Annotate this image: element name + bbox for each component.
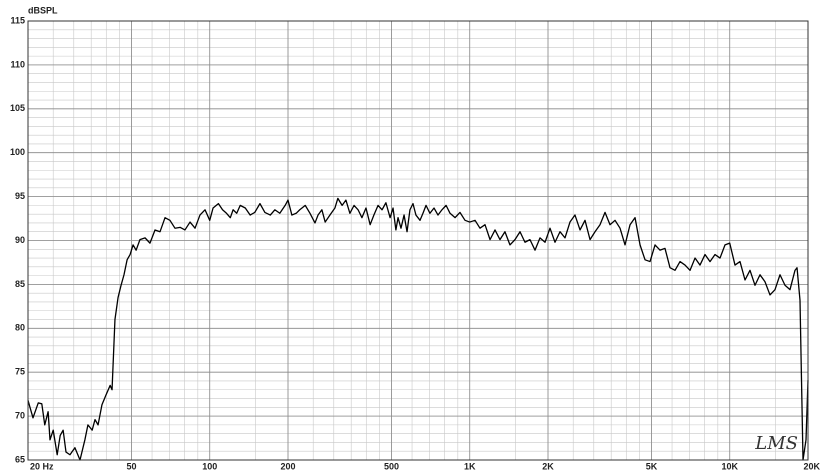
y-axis-label: dBSPL: [28, 5, 58, 15]
x-tick-label: 500: [384, 461, 399, 471]
y-tick-label: 65: [15, 454, 25, 464]
x-tick-label: 200: [280, 461, 295, 471]
y-tick-label: 75: [15, 367, 25, 377]
plot-frame: [27, 20, 809, 461]
x-tick-label: 5K: [646, 461, 658, 471]
logo: LMS: [754, 433, 798, 454]
x-tick-label: 50: [126, 461, 136, 471]
response-line: [27, 197, 809, 461]
y-tick-label: 115: [10, 15, 25, 25]
y-tick-label: 95: [15, 191, 25, 201]
x-tick-label: 20 Hz: [30, 461, 54, 471]
y-tick-label: 70: [15, 410, 25, 420]
y-tick-label: 110: [10, 59, 25, 69]
y-tick-label: 105: [10, 103, 25, 113]
x-tick-label: 2K: [542, 461, 554, 471]
y-tick-label: 90: [15, 235, 25, 245]
plot: [27, 197, 809, 461]
y-tick-label: 80: [15, 323, 25, 333]
x-tick-label: 1K: [464, 461, 476, 471]
tick-labels: 65 70 75 80 85 90 95 100 105 110 115 20 Hz 50 100 200 5…: [10, 15, 821, 471]
y-tick-label: 100: [10, 147, 25, 157]
y-tick-label: 85: [15, 279, 25, 289]
x-tick-label: 20K: [803, 461, 820, 471]
x-tick-label: 100: [202, 461, 217, 471]
x-tick-label: 10K: [721, 461, 738, 471]
